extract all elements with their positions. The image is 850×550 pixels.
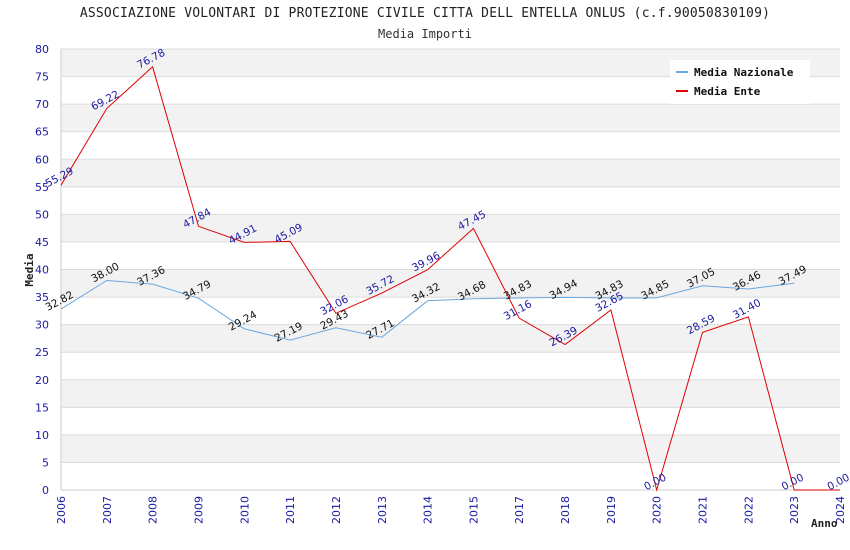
y-tick-label: 60 bbox=[35, 153, 49, 166]
x-axis-ticks: 2006 2007 2008 2009 2010 2011 2012 2013 2014 2015… bbox=[55, 496, 847, 524]
x-tick-label: 2006 bbox=[55, 496, 68, 524]
grid-band bbox=[61, 186, 840, 215]
x-tick-label: 2017 bbox=[513, 496, 526, 524]
chart-title: ASSOCIAZIONE VOLONTARI DI PROTEZIONE CIV… bbox=[79, 6, 771, 21]
y-tick-label: 5 bbox=[42, 456, 49, 469]
grid-band bbox=[61, 434, 840, 463]
x-tick-label: 2012 bbox=[330, 496, 343, 524]
y-tick-label: 10 bbox=[35, 429, 49, 442]
x-tick-label: 2014 bbox=[422, 496, 435, 524]
x-tick-label: 2021 bbox=[697, 496, 710, 524]
y-axis-ticks: 0 5 10 15 20 25 30 35 40 45 50 55 60 65 70 75 80 bbox=[35, 43, 49, 497]
x-tick-label: 2022 bbox=[742, 496, 755, 524]
y-tick-label: 65 bbox=[35, 126, 49, 139]
series-line-media-ente bbox=[60, 65, 840, 492]
y-tick-label: 15 bbox=[35, 401, 49, 414]
legend-label-media-nazionale: Media Nazionale bbox=[694, 66, 794, 79]
x-tick-label: 2018 bbox=[559, 496, 572, 524]
legend: Media Nazionale Media Ente bbox=[670, 60, 810, 104]
y-tick-label: 25 bbox=[35, 346, 49, 359]
y-tick-label: 40 bbox=[35, 264, 49, 277]
y-tick-label: 45 bbox=[35, 236, 49, 249]
grid-band bbox=[61, 324, 840, 353]
y-axis-title: Media bbox=[23, 253, 36, 286]
x-tick-label: 2013 bbox=[376, 496, 389, 524]
x-tick-label: 2009 bbox=[192, 496, 205, 524]
grid-band bbox=[61, 159, 840, 187]
grid-band bbox=[61, 297, 840, 325]
grid-band bbox=[61, 214, 840, 242]
series-lines bbox=[60, 65, 840, 492]
y-tick-label: 0 bbox=[42, 484, 49, 497]
y-tick-label: 50 bbox=[35, 208, 49, 221]
y-tick-label: 80 bbox=[35, 43, 49, 56]
grid-lines bbox=[60, 48, 840, 491]
x-tick-label: 2011 bbox=[284, 496, 297, 524]
x-tick-label: 2024 bbox=[834, 496, 847, 524]
grid-bands bbox=[61, 49, 840, 490]
chart-subtitle: Media Importi bbox=[378, 27, 472, 41]
x-tick-label: 2020 bbox=[651, 496, 664, 524]
x-tick-label: 2007 bbox=[101, 496, 114, 524]
y-tick-label: 55 bbox=[35, 181, 49, 194]
x-tick-label: 2023 bbox=[788, 496, 801, 524]
y-tick-label: 75 bbox=[35, 71, 49, 84]
x-tick-label: 2008 bbox=[147, 496, 160, 524]
grid-band bbox=[61, 104, 840, 132]
y-tick-label: 35 bbox=[35, 291, 49, 304]
grid-band bbox=[61, 379, 840, 408]
legend-label-media-ente: Media Ente bbox=[694, 85, 761, 98]
series-line-media-nazionale bbox=[60, 279, 795, 341]
grid-band bbox=[61, 131, 840, 160]
x-tick-label: 2010 bbox=[238, 496, 251, 524]
legend-box bbox=[670, 60, 810, 104]
grid-band bbox=[61, 407, 840, 435]
grid-band bbox=[61, 241, 840, 270]
grid-band bbox=[61, 269, 840, 298]
y-tick-label: 70 bbox=[35, 98, 49, 111]
y-tick-label: 30 bbox=[35, 319, 49, 332]
x-tick-label: 2019 bbox=[605, 496, 618, 524]
y-tick-label: 20 bbox=[35, 374, 49, 387]
grid-band bbox=[61, 462, 840, 490]
x-axis-title: Anno bbox=[811, 517, 838, 530]
grid-band bbox=[61, 352, 840, 380]
x-tick-label: 2015 bbox=[467, 496, 480, 524]
